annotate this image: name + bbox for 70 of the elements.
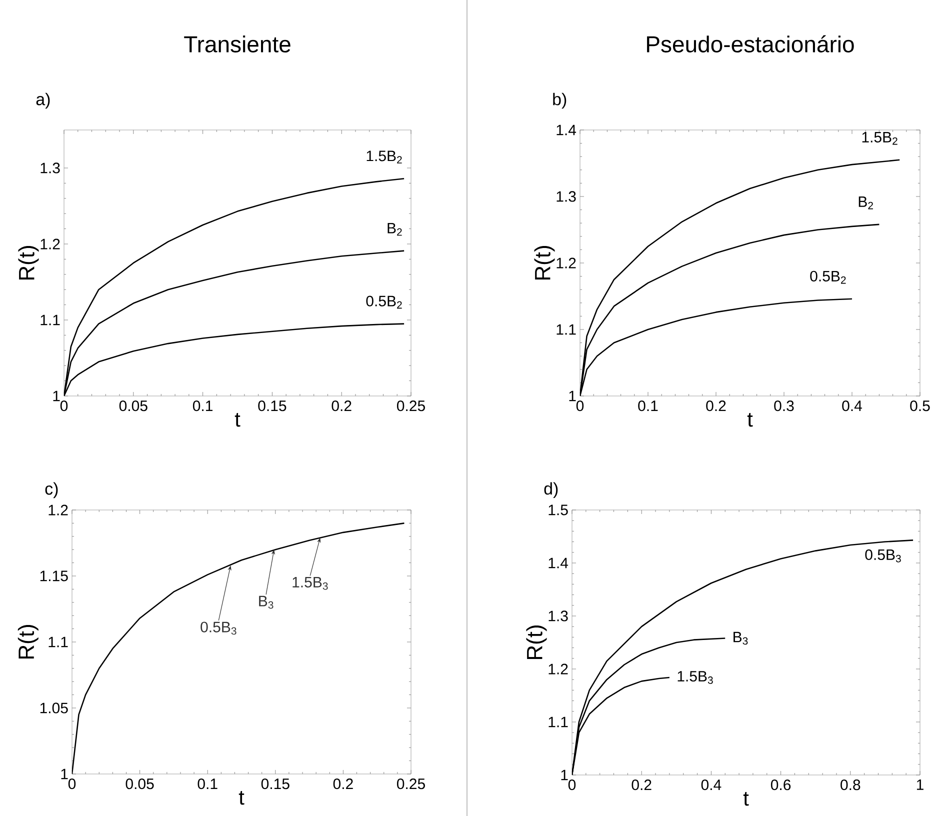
series-label: 0.5B$_{2}$ bbox=[810, 270, 846, 284]
x-tick-label: 0.2 bbox=[706, 400, 726, 412]
y-tick-label: 1.15 bbox=[40, 570, 68, 582]
x-tick-label: 0.2 bbox=[632, 780, 652, 790]
x-tick-label: 0.1 bbox=[638, 400, 658, 412]
y-tick-label: 1.3 bbox=[556, 191, 576, 202]
x-tick-label: 1 bbox=[916, 780, 924, 790]
series-label: 1.5B$_{3}$ bbox=[678, 671, 713, 684]
y-tick-label: 1.2 bbox=[48, 504, 68, 516]
x-tick-label: 0.25 bbox=[396, 778, 425, 790]
x-tick-label: 0 bbox=[60, 400, 68, 412]
annotation: 1.5B$_{3}$ bbox=[292, 577, 328, 590]
x-tick-label: 0.2 bbox=[332, 400, 352, 412]
y-tick-label: 1.1 bbox=[48, 636, 68, 648]
x-tick-label: 0.6 bbox=[770, 780, 791, 790]
x-tick-label: 0.15 bbox=[261, 778, 290, 790]
y-tick-label: 1.1 bbox=[556, 324, 576, 335]
x-tick-label: 0 bbox=[568, 780, 576, 790]
y-tick-label: 1.2 bbox=[40, 238, 60, 250]
x-tick-label: 0.4 bbox=[842, 400, 862, 412]
x-tick-label: 0.05 bbox=[119, 400, 148, 412]
text: c) bbox=[45, 482, 58, 498]
x-tick-label: 0.4 bbox=[701, 780, 722, 790]
annotation: 0.5B$_{3}$ bbox=[200, 622, 236, 635]
x-axis-title: t bbox=[747, 413, 753, 427]
x-tick-label: 0.8 bbox=[840, 780, 860, 790]
series-label: 1.5B$_{2}$ bbox=[366, 150, 402, 164]
x-tick-label: 0.1 bbox=[192, 400, 212, 412]
series-label: 0.5B$_{3}$ bbox=[865, 549, 901, 562]
y-tick-label: 1 bbox=[61, 768, 68, 780]
x-tick-label: 0.15 bbox=[258, 400, 286, 412]
series-label: B$_{3}$ bbox=[734, 632, 748, 645]
y-tick-label: 1.2 bbox=[556, 258, 576, 268]
x-tick-label: 0 bbox=[576, 400, 584, 412]
text: d) bbox=[544, 482, 558, 498]
y-tick-label: 1.5 bbox=[548, 504, 568, 516]
annotation: B$_{3}$ bbox=[259, 596, 274, 609]
text: b) bbox=[553, 92, 566, 109]
y-tick-label: 1.4 bbox=[548, 558, 568, 568]
x-axis-title: t bbox=[238, 791, 244, 805]
x-tick-label: 0.2 bbox=[333, 778, 353, 790]
y-tick-label: 1.3 bbox=[548, 610, 568, 622]
x-tick-label: 0.5 bbox=[910, 400, 930, 412]
series-label: B$_{2}$ bbox=[388, 222, 402, 236]
y-tick-label: 1.1 bbox=[40, 314, 60, 326]
chart-title: Pseudo-estacionário bbox=[647, 35, 854, 52]
text: a) bbox=[36, 92, 50, 109]
x-axis-title: t bbox=[234, 413, 240, 427]
series-label: 0.5B$_{2}$ bbox=[366, 296, 402, 309]
y-axis-title: R(t) bbox=[526, 626, 547, 660]
y-tick-label: 1.2 bbox=[548, 664, 568, 674]
x-axis-title: t bbox=[743, 792, 749, 806]
x-tick-label: 0.25 bbox=[396, 400, 425, 412]
x-tick-label: 0.05 bbox=[126, 778, 154, 790]
y-axis-title: R(t) bbox=[18, 625, 38, 659]
y-tick-label: 1 bbox=[569, 390, 576, 402]
y-axis-title: R(t) bbox=[534, 246, 555, 280]
y-tick-label: 1.3 bbox=[40, 162, 60, 174]
x-tick-label: 0.3 bbox=[774, 400, 794, 412]
y-tick-label: 1.4 bbox=[556, 124, 576, 136]
y-tick-label: 1.1 bbox=[548, 716, 568, 728]
x-tick-label: 0.1 bbox=[198, 778, 218, 790]
series-label: B$_{2}$ bbox=[858, 196, 873, 210]
x-tick-label: 0 bbox=[68, 778, 76, 790]
y-tick-label: 1 bbox=[561, 770, 568, 780]
series-label: 1.5B$_{2}$ bbox=[862, 132, 898, 145]
y-tick-label: 1.05 bbox=[40, 702, 68, 714]
y-tick-label: 1 bbox=[53, 390, 60, 402]
chart-title: Transiente bbox=[184, 36, 290, 52]
y-axis-title: R(t) bbox=[18, 246, 39, 280]
